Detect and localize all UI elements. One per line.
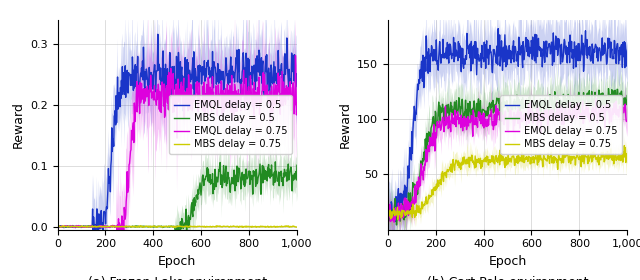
- MBS delay = 0.75: [500, 159, 508, 162]
- EMQL delay = 0.75: [196, 101, 204, 104]
- EMQL delay = 0.5: [293, 85, 301, 88]
- MBS delay = 0.75: [394, 218, 402, 221]
- MBS delay = 0.75: [169, 225, 177, 229]
- EMQL delay = 0.75: [250, 81, 258, 84]
- Y-axis label: Reward: Reward: [12, 101, 24, 148]
- EMQL delay = 0.5: [170, 69, 177, 72]
- EMQL delay = 0.75: [170, 72, 177, 75]
- EMQL delay = 0.75: [623, 120, 631, 123]
- EMQL delay = 0.75: [500, 122, 508, 125]
- MBS delay = 0.5: [605, 87, 612, 90]
- MBS delay = 0.75: [293, 225, 301, 229]
- MBS delay = 0.75: [623, 153, 631, 157]
- MBS delay = 0.5: [169, 225, 177, 228]
- EMQL delay = 0.75: [115, 251, 123, 254]
- MBS delay = 0.5: [288, 189, 296, 193]
- MBS delay = 0.75: [618, 155, 626, 158]
- EMQL delay = 0.75: [592, 97, 600, 100]
- EMQL delay = 0.5: [168, 65, 176, 68]
- Line: EMQL delay = 0.75: EMQL delay = 0.75: [388, 99, 627, 222]
- MBS delay = 0.75: [621, 144, 628, 147]
- Line: MBS delay = 0.5: MBS delay = 0.5: [58, 162, 297, 237]
- EMQL delay = 0.75: [514, 122, 522, 125]
- MBS delay = 0.5: [183, 235, 191, 239]
- EMQL delay = 0.75: [498, 114, 506, 117]
- Line: EMQL delay = 0.5: EMQL delay = 0.5: [388, 29, 627, 221]
- EMQL delay = 0.75: [292, 54, 300, 57]
- MBS delay = 0.5: [619, 96, 627, 99]
- Line: MBS delay = 0.5: MBS delay = 0.5: [388, 88, 627, 225]
- EMQL delay = 0.5: [527, 39, 535, 42]
- EMQL delay = 0.5: [392, 220, 399, 223]
- EMQL delay = 0.5: [499, 69, 506, 72]
- MBS delay = 0.75: [213, 224, 221, 228]
- MBS delay = 0.75: [498, 159, 506, 162]
- MBS delay = 0.75: [171, 226, 179, 229]
- EMQL delay = 0.5: [623, 58, 631, 61]
- MBS delay = 0.5: [527, 103, 534, 107]
- MBS delay = 0.5: [184, 226, 191, 229]
- MBS delay = 0.75: [288, 225, 296, 228]
- MBS delay = 0.5: [54, 225, 61, 229]
- EMQL delay = 0.5: [54, 225, 61, 228]
- EMQL delay = 0.5: [384, 211, 392, 214]
- EMQL delay = 0.75: [293, 101, 301, 105]
- MBS delay = 0.5: [580, 102, 588, 105]
- MBS delay = 0.5: [500, 94, 508, 97]
- MBS delay = 0.5: [293, 164, 301, 167]
- EMQL delay = 0.75: [184, 95, 191, 98]
- MBS delay = 0.75: [54, 224, 61, 228]
- MBS delay = 0.75: [168, 225, 175, 228]
- MBS delay = 0.5: [514, 95, 522, 99]
- Y-axis label: Reward: Reward: [339, 101, 351, 148]
- Line: EMQL delay = 0.75: EMQL delay = 0.75: [58, 55, 297, 252]
- MBS delay = 0.5: [271, 160, 279, 164]
- EMQL delay = 0.5: [154, 32, 162, 36]
- X-axis label: Epoch: Epoch: [158, 255, 196, 268]
- MBS delay = 0.5: [393, 223, 401, 227]
- EMQL delay = 0.75: [580, 108, 588, 112]
- EMQL delay = 0.75: [168, 86, 175, 89]
- EMQL delay = 0.75: [54, 224, 61, 228]
- EMQL delay = 0.5: [494, 27, 502, 30]
- EMQL delay = 0.75: [384, 219, 392, 222]
- MBS delay = 0.75: [184, 225, 191, 228]
- EMQL delay = 0.5: [288, 60, 296, 64]
- EMQL delay = 0.75: [619, 112, 627, 115]
- EMQL delay = 0.5: [515, 65, 522, 68]
- EMQL delay = 0.5: [197, 66, 205, 70]
- Legend: EMQL delay = 0.5, MBS delay = 0.5, EMQL delay = 0.75, MBS delay = 0.75: EMQL delay = 0.5, MBS delay = 0.5, EMQL …: [170, 95, 292, 154]
- MBS delay = 0.5: [384, 216, 392, 219]
- MBS delay = 0.75: [384, 207, 392, 210]
- EMQL delay = 0.5: [251, 83, 259, 87]
- MBS delay = 0.75: [196, 225, 204, 228]
- EMQL delay = 0.5: [581, 42, 589, 46]
- MBS delay = 0.5: [196, 188, 204, 191]
- X-axis label: Epoch: Epoch: [488, 255, 527, 268]
- EMQL delay = 0.5: [500, 60, 508, 64]
- MBS delay = 0.75: [251, 225, 259, 228]
- Legend: EMQL delay = 0.5, MBS delay = 0.5, EMQL delay = 0.75, MBS delay = 0.75: EMQL delay = 0.5, MBS delay = 0.5, EMQL …: [500, 95, 622, 154]
- EMQL delay = 0.5: [184, 61, 192, 64]
- EMQL delay = 0.5: [89, 253, 97, 256]
- Line: EMQL delay = 0.5: EMQL delay = 0.5: [58, 34, 297, 255]
- MBS delay = 0.5: [250, 174, 258, 178]
- MBS delay = 0.75: [580, 157, 588, 160]
- Line: MBS delay = 0.75: MBS delay = 0.75: [388, 146, 627, 220]
- Line: MBS delay = 0.75: MBS delay = 0.75: [58, 226, 297, 227]
- Text: (b) Cart Pole environment: (b) Cart Pole environment: [427, 276, 588, 280]
- Text: (a) Frozen Lake environment: (a) Frozen Lake environment: [88, 276, 267, 280]
- MBS delay = 0.5: [623, 94, 631, 97]
- EMQL delay = 0.75: [390, 220, 398, 224]
- EMQL delay = 0.75: [288, 99, 296, 102]
- MBS delay = 0.5: [498, 101, 506, 104]
- MBS delay = 0.5: [168, 225, 175, 228]
- MBS delay = 0.75: [514, 162, 522, 165]
- EMQL delay = 0.5: [619, 66, 627, 69]
- EMQL delay = 0.75: [527, 111, 534, 115]
- MBS delay = 0.75: [527, 156, 534, 160]
